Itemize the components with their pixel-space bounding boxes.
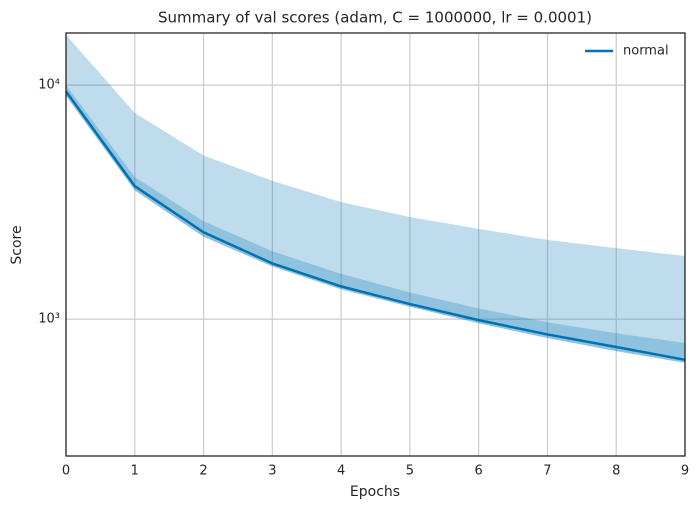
x-tick-label: 0 bbox=[62, 464, 70, 479]
x-tick-label: 6 bbox=[475, 464, 483, 479]
legend-label: normal bbox=[623, 44, 669, 59]
x-tick-label: 2 bbox=[199, 464, 207, 479]
plot-frame bbox=[65, 32, 686, 457]
chart-title: Summary of val scores (adam, C = 1000000… bbox=[158, 9, 592, 27]
y-tick-label: 10⁴ bbox=[38, 78, 60, 93]
x-tick-label: 1 bbox=[131, 464, 139, 479]
x-tick-label: 3 bbox=[268, 464, 276, 479]
confidence-band bbox=[66, 34, 685, 363]
x-tick-label: 4 bbox=[337, 464, 345, 479]
y-axis-label: Score bbox=[9, 225, 25, 264]
x-axis-label: Epochs bbox=[350, 484, 400, 500]
x-tick-label: 8 bbox=[612, 464, 620, 479]
x-tick-label: 7 bbox=[543, 464, 551, 479]
y-tick-label: 10³ bbox=[38, 312, 60, 327]
x-tick-label: 9 bbox=[681, 464, 689, 479]
line bbox=[64, 90, 686, 362]
x-tick-label: 5 bbox=[406, 464, 414, 479]
